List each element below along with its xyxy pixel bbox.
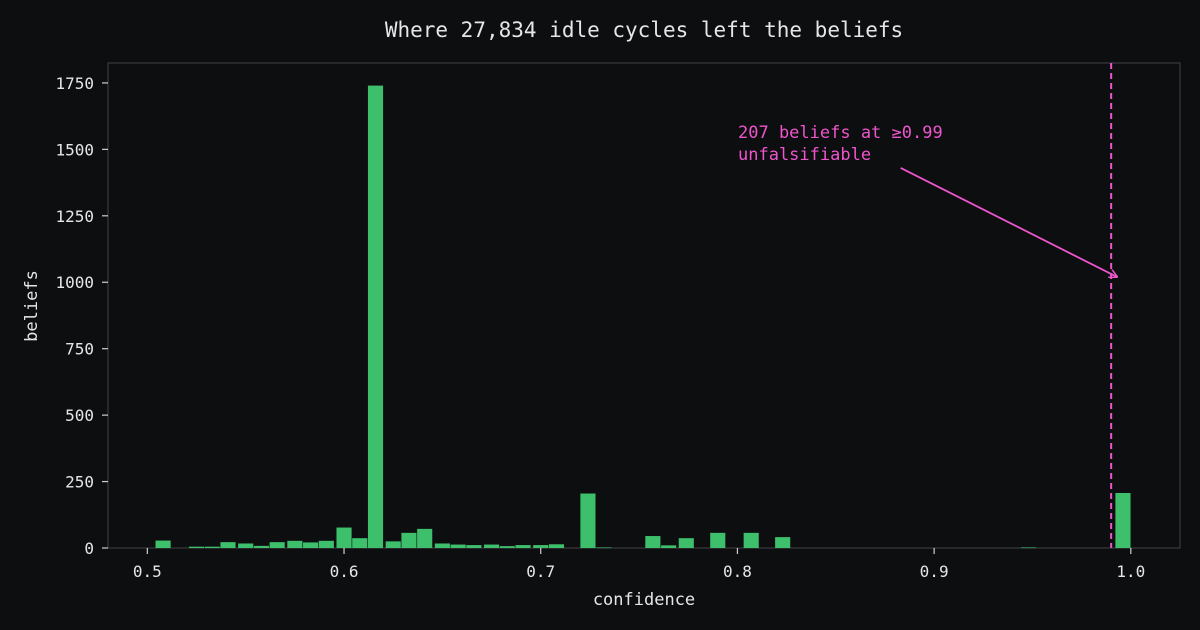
plot-area: [107, 62, 1181, 549]
histogram-bar: [318, 540, 334, 548]
histogram-bar: [204, 546, 220, 548]
histogram-bar: [417, 528, 433, 548]
histogram-bar: [303, 542, 319, 548]
histogram-bar: [645, 536, 661, 548]
histogram-bar: [450, 544, 466, 548]
x-tick-label: 0.5: [133, 562, 162, 581]
histogram-bar: [287, 540, 303, 548]
histogram-bar: [548, 544, 565, 548]
y-tick-label: 1000: [55, 273, 94, 292]
histogram-bar: [661, 545, 677, 548]
y-tick-label: 1500: [55, 140, 94, 159]
y-tick-label: 1750: [55, 74, 94, 93]
x-tick-label: 1.0: [1116, 562, 1145, 581]
annotation-line-1: 207 beliefs at ≥0.99: [738, 123, 943, 143]
x-axis-label: confidence: [593, 590, 695, 610]
y-axis-label: beliefs: [22, 270, 42, 342]
histogram-bar: [188, 546, 205, 548]
histogram-bar: [1115, 492, 1131, 548]
x-axis: 0.5 0.6 0.7 0.8 0.9 1.0: [133, 548, 1145, 581]
x-tick-label: 0.6: [330, 562, 359, 581]
histogram-bar: [499, 546, 515, 548]
histogram-bar: [775, 537, 791, 548]
y-tick-label: 750: [65, 340, 94, 359]
annotation-arrow: [900, 167, 1117, 277]
histogram-bar: [580, 493, 596, 548]
histogram-bar: [533, 545, 549, 548]
y-tick-label: 250: [65, 473, 94, 492]
histogram-bar: [515, 545, 531, 548]
histogram-bar: [253, 545, 269, 548]
histogram-bar: [710, 532, 726, 548]
histogram-bar: [483, 544, 500, 548]
y-tick-label: 0: [84, 539, 94, 558]
histogram-bar: [367, 85, 384, 548]
histogram-bar: [596, 547, 612, 549]
histogram-bar: [238, 543, 254, 548]
histogram-bar: [220, 542, 236, 548]
histogram-bar: [336, 527, 352, 548]
x-tick-label: 0.7: [526, 562, 555, 581]
x-tick-label: 0.8: [723, 562, 752, 581]
annotation-line-2: unfalsifiable: [738, 145, 871, 165]
histogram-bar: [434, 543, 450, 548]
histogram-bar: [678, 538, 694, 548]
histogram-bar: [155, 540, 171, 548]
histogram-bar: [352, 538, 368, 548]
histogram-bar: [1020, 547, 1037, 549]
histogram-bar: [401, 532, 417, 548]
y-axis: 0 250 500 750 1000 1250 1500 1750: [55, 74, 108, 558]
histogram-bar: [743, 532, 759, 548]
annotation-layer: 207 beliefs at ≥0.99 unfalsifiable: [738, 123, 1117, 277]
y-tick-label: 1250: [55, 207, 94, 226]
histogram-bar: [466, 545, 482, 548]
y-tick-label: 500: [65, 406, 94, 425]
histogram-bar: [269, 542, 285, 548]
histogram-bar: [385, 541, 401, 548]
bars-layer: [155, 85, 1131, 549]
chart-title: Where 27,834 idle cycles left the belief…: [385, 18, 903, 42]
x-tick-label: 0.9: [920, 562, 949, 581]
